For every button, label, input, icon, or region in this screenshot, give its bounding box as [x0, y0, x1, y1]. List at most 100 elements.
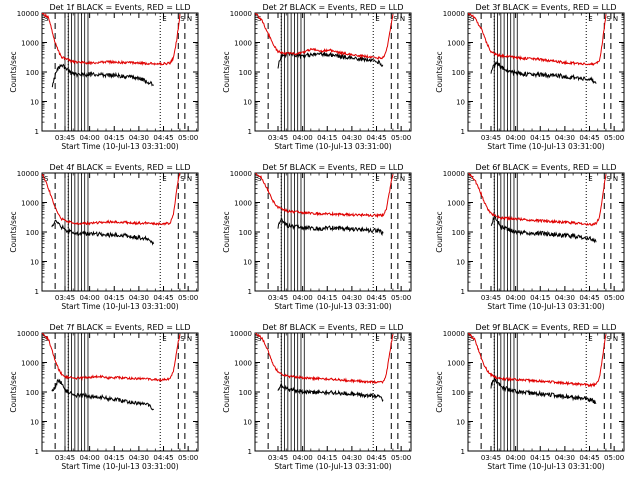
y-axis-label: Counts/sec: [222, 211, 231, 252]
x-tick-label: 03:45: [268, 134, 288, 142]
x-tick-label: 04:00: [506, 454, 526, 462]
lld-series-line: [468, 333, 607, 388]
x-axis-label: Start Time (10-Jul-13 03:31:00): [487, 462, 604, 471]
x-axis-label: Start Time (10-Jul-13 03:31:00): [274, 462, 391, 471]
x-tick-label: 04:30: [342, 454, 362, 462]
x-tick-label: 04:00: [506, 294, 526, 302]
y-tick-label: 100: [452, 229, 465, 237]
y-axis-label: Counts/sec: [435, 371, 444, 412]
marker-label: N: [400, 335, 405, 343]
events-series-line: [51, 219, 155, 246]
x-tick-label: 04:15: [530, 454, 550, 462]
lld-series-line: [42, 173, 181, 226]
detector-panel-2: Det 2f BLACK = Events, RED = LLD 1 10 100 10…: [222, 3, 412, 151]
x-tick-label: 04:30: [129, 294, 149, 302]
marker-label: N: [400, 15, 405, 23]
marker-label: S: [393, 15, 398, 23]
y-tick-label: 10: [456, 259, 465, 267]
x-tick-label: 04:30: [129, 454, 149, 462]
x-tick-label: 04:00: [293, 134, 313, 142]
lld-series-line: [42, 13, 181, 66]
x-tick-label: 04:30: [129, 134, 149, 142]
y-tick-label: 1000: [234, 200, 252, 208]
x-tick-label: 03:45: [481, 134, 501, 142]
marker-label: S: [257, 175, 262, 183]
plot-frame: [41, 332, 199, 452]
detector-panel-9: Det 9f BLACK = Events, RED = LLD 1 10 100 10…: [435, 323, 625, 471]
marker-label: E: [162, 175, 166, 183]
y-tick-label: 1: [248, 448, 252, 456]
x-tick-label: 04:00: [80, 134, 100, 142]
panel-title: Det 1f BLACK = Events, RED = LLD: [49, 3, 190, 12]
y-tick-label: 10000: [230, 330, 252, 338]
lld-series-line: [255, 333, 394, 385]
lld-series-line: [42, 333, 181, 382]
marker-label: N: [613, 15, 618, 23]
x-axis-label: Start Time (10-Jul-13 03:31:00): [487, 142, 604, 151]
y-tick-label: 10000: [443, 10, 465, 18]
marker-label: S: [470, 175, 475, 183]
panel-title: Det 6f BLACK = Events, RED = LLD: [475, 163, 616, 172]
x-tick-label: 05:00: [178, 134, 198, 142]
x-axis-label: Start Time (10-Jul-13 03:31:00): [61, 462, 178, 471]
x-tick-label: 04:15: [317, 454, 337, 462]
marker-label: N: [613, 175, 618, 183]
marker-label: S: [470, 335, 475, 343]
marker-label: E: [375, 335, 379, 343]
x-tick-label: 04:30: [342, 134, 362, 142]
marker-label: S: [393, 175, 398, 183]
events-series-line: [490, 60, 597, 85]
marker-label: E: [375, 15, 379, 23]
x-tick-label: 03:45: [268, 294, 288, 302]
x-tick-label: 03:45: [481, 294, 501, 302]
x-tick-label: 05:00: [604, 454, 624, 462]
x-axis-label: Start Time (10-Jul-13 03:31:00): [487, 302, 604, 311]
y-tick-label: 10000: [17, 10, 39, 18]
x-tick-label: 04:30: [342, 294, 362, 302]
x-tick-label: 04:15: [104, 294, 124, 302]
marker-label: S: [44, 15, 49, 23]
events-series-line: [490, 376, 597, 405]
marker-label: N: [613, 335, 618, 343]
plot-frame: [41, 172, 199, 292]
y-tick-label: 1: [461, 128, 465, 136]
y-tick-label: 100: [26, 229, 39, 237]
detector-panel-8: Det 8f BLACK = Events, RED = LLD 1 10 100 10…: [222, 323, 412, 471]
y-tick-label: 1000: [447, 360, 465, 368]
x-tick-label: 03:45: [268, 454, 288, 462]
x-tick-label: 03:45: [481, 454, 501, 462]
y-axis-label: Counts/sec: [9, 211, 18, 252]
x-tick-label: 05:00: [391, 294, 411, 302]
x-tick-label: 04:15: [104, 134, 124, 142]
marker-label: N: [187, 15, 192, 23]
detector-panel-3: Det 3f BLACK = Events, RED = LLD 1 10 100 10…: [435, 3, 625, 151]
x-axis-label: Start Time (10-Jul-13 03:31:00): [274, 142, 391, 151]
y-tick-label: 1: [248, 128, 252, 136]
panel-title: Det 9f BLACK = Events, RED = LLD: [475, 323, 616, 332]
x-tick-label: 04:15: [104, 454, 124, 462]
y-tick-label: 10: [30, 419, 39, 427]
x-tick-label: 04:00: [293, 454, 313, 462]
y-tick-label: 1000: [447, 40, 465, 48]
plot-frame: [41, 12, 199, 132]
x-tick-label: 04:45: [366, 294, 386, 302]
y-tick-label: 10: [243, 259, 252, 267]
y-tick-label: 10000: [443, 170, 465, 178]
x-tick-label: 04:30: [555, 294, 575, 302]
y-tick-label: 1000: [234, 40, 252, 48]
marker-label: S: [606, 15, 611, 23]
marker-label: E: [588, 335, 592, 343]
y-tick-label: 10: [243, 99, 252, 107]
x-tick-label: 04:45: [366, 134, 386, 142]
detector-panel-1: Det 1f BLACK = Events, RED = LLD 1 10 100 10…: [9, 3, 199, 151]
x-tick-label: 04:45: [366, 454, 386, 462]
y-tick-label: 1000: [447, 200, 465, 208]
x-axis-label: Start Time (10-Jul-13 03:31:00): [274, 302, 391, 311]
plot-frame: [467, 172, 625, 292]
x-tick-label: 04:15: [317, 134, 337, 142]
y-tick-label: 1: [461, 288, 465, 296]
x-tick-label: 05:00: [391, 454, 411, 462]
events-series-line: [277, 382, 384, 403]
panel-title: Det 5f BLACK = Events, RED = LLD: [262, 163, 403, 172]
